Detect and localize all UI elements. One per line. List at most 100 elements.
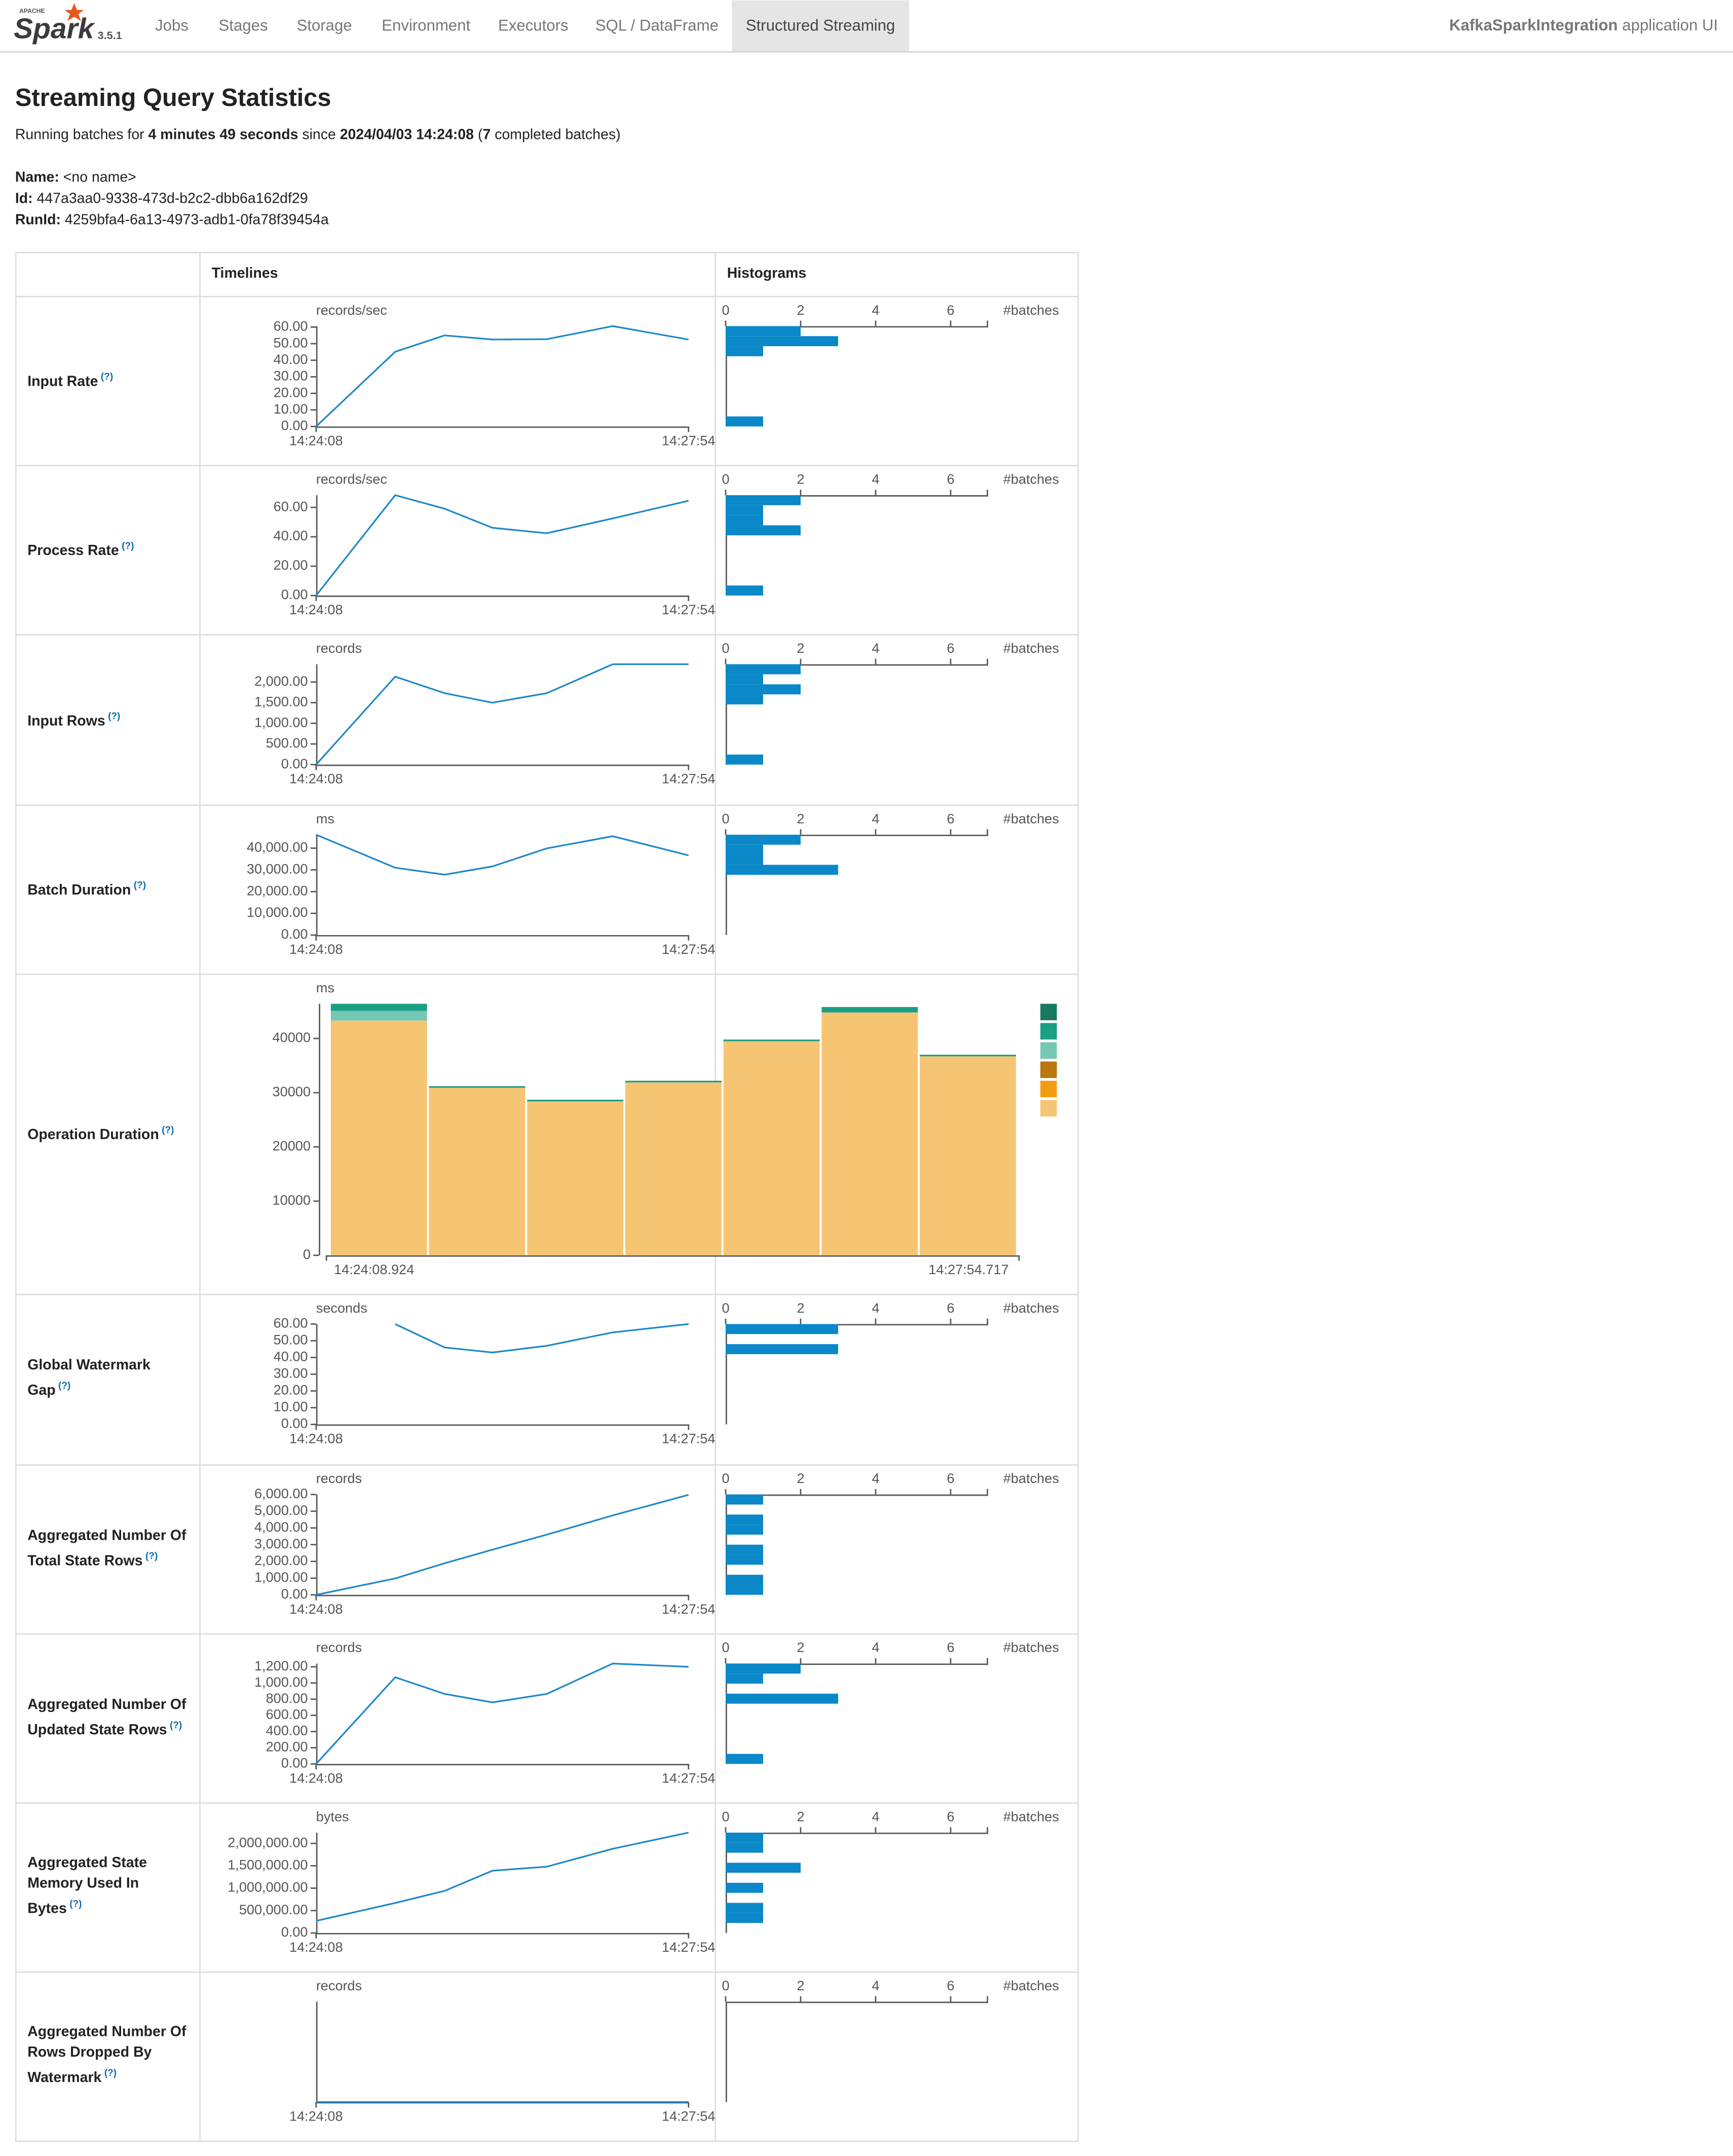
timeline-line xyxy=(395,1323,689,1354)
nav-tab[interactable]: Storage xyxy=(296,16,352,34)
help-icon[interactable]: (?) xyxy=(133,881,146,891)
x-tick-label: 14:27:54 xyxy=(662,602,715,617)
bar-segment xyxy=(527,1099,624,1102)
nav-tab[interactable]: Stages xyxy=(219,16,268,34)
metric-label-cell: Input Rows (?) xyxy=(21,634,194,804)
metric-label-cell: Batch Duration (?) xyxy=(21,804,194,974)
metric-name: Batch Duration xyxy=(27,882,131,899)
hist-x-label: #batches xyxy=(1003,1470,1059,1486)
metric-label-text: Aggregated State Memory Used In Bytes (?) xyxy=(27,1853,194,1920)
y-tick-label: 30.00 xyxy=(274,1365,308,1381)
x-tick-label: 14:24:08 xyxy=(289,2108,343,2124)
y-tick-label: 0.00 xyxy=(281,756,308,771)
info-value: 4259bfa4-6a13-4973-adb1-0fa78f39454a xyxy=(61,211,329,228)
help-icon[interactable]: (?) xyxy=(100,373,114,383)
metric-label-cell: Aggregated State Memory Used In Bytes (?) xyxy=(27,1853,194,1920)
hist-x-tick-label: 6 xyxy=(947,640,954,656)
summary-part: 7 xyxy=(482,126,491,142)
hist-bar xyxy=(726,1525,764,1535)
timeline-line xyxy=(316,834,689,876)
legend-swatch xyxy=(1040,1023,1057,1040)
y-tick-label: 20000 xyxy=(273,1138,311,1154)
y-axis-unit: ms xyxy=(316,980,334,995)
help-icon[interactable]: (?) xyxy=(145,1552,158,1562)
timeline-line xyxy=(315,325,689,427)
hist-bar xyxy=(726,1544,764,1555)
nav-tab[interactable]: Structured Streaming xyxy=(746,16,895,34)
y-tick-label: 0.00 xyxy=(281,1924,308,1940)
help-icon[interactable]: (?) xyxy=(169,1721,182,1731)
y-tick-label: 500,000.00 xyxy=(239,1902,308,1917)
y-tick-label: 40000 xyxy=(273,1029,311,1045)
summary: Running batches for 4 minutes 49 seconds… xyxy=(15,126,621,142)
metric-label-text: Input Rows (?) xyxy=(27,707,120,732)
y-axis-unit: records/sec xyxy=(316,471,387,487)
hist-x-tick-label: 6 xyxy=(947,1808,954,1824)
y-tick-label: 40.00 xyxy=(274,1349,308,1364)
metric-label-text: Batch Duration (?) xyxy=(27,876,146,902)
nav-tab[interactable]: Executors xyxy=(498,16,569,34)
metric-label-cell: Aggregated Number Of Total State Rows (?) xyxy=(27,1526,194,1572)
hist-bar xyxy=(726,495,801,505)
x-tick-label: 14:24:08 xyxy=(289,1770,343,1786)
y-axis-unit: seconds xyxy=(316,1300,367,1316)
metric-name: Aggregated Number Of Total State Rows xyxy=(27,1527,186,1569)
info-value: 447a3aa0-9338-473d-b2c2-dbb6a162df29 xyxy=(33,190,308,206)
y-tick-label: 0.00 xyxy=(281,1416,308,1431)
metric-name: Global Watermark Gap xyxy=(27,1357,150,1399)
y-tick-label: 0.00 xyxy=(281,926,308,942)
metric-label-cell: Global Watermark Gap (?) xyxy=(27,1357,150,1399)
legend-swatch xyxy=(1040,1100,1057,1117)
y-tick-label: 40.00 xyxy=(274,351,308,367)
table-border xyxy=(15,252,1079,2142)
hist-bar xyxy=(726,1913,764,1923)
y-tick-label: 30000 xyxy=(273,1084,311,1099)
hist-x-tick-label: 6 xyxy=(947,1300,954,1316)
app-name: KafkaSparkIntegration xyxy=(1449,16,1618,34)
help-icon[interactable]: (?) xyxy=(69,1900,82,1910)
metric-label: Input Rows (?) xyxy=(21,634,194,804)
metric-name: Operation Duration xyxy=(27,1127,159,1144)
metric-label: Process Rate (?) xyxy=(21,465,194,634)
timeline-line xyxy=(316,1832,689,1922)
bar-segment xyxy=(429,1086,525,1088)
y-tick-label: 1,200.00 xyxy=(254,1658,308,1674)
hist-x-label: #batches xyxy=(1003,1640,1059,1655)
hist-x-tick-label: 0 xyxy=(722,1978,729,1993)
nav-tab[interactable]: Jobs xyxy=(155,16,189,34)
help-icon[interactable]: (?) xyxy=(162,1126,174,1136)
hist-x-tick-label: 2 xyxy=(797,1470,804,1486)
x-tick-label: 14:24:08 xyxy=(289,432,343,448)
metric-label: Aggregated Number Of Rows Dropped By Wat… xyxy=(21,1972,194,2141)
y-tick-label: 40.00 xyxy=(274,528,308,543)
hist-x-tick-label: 0 xyxy=(722,1640,729,1655)
metric-label: Batch Duration (?) xyxy=(21,804,194,974)
summary-part: 4 minutes 49 seconds xyxy=(148,126,298,142)
query-info: Name: <no name> xyxy=(15,169,136,185)
help-icon[interactable]: (?) xyxy=(122,542,134,552)
hist-x-tick-label: 2 xyxy=(797,1808,804,1824)
metric-label-text: Aggregated Number Of Total State Rows (?) xyxy=(27,1526,194,1572)
y-axis-unit: records xyxy=(316,1978,362,1993)
nav-tab[interactable]: SQL / DataFrame xyxy=(595,16,719,34)
hist-bar xyxy=(726,585,764,596)
active-tab-bg xyxy=(732,0,910,52)
x-tick-label: 14:27:54 xyxy=(662,2108,715,2124)
metric-label-text: Input Rate (?) xyxy=(27,368,113,393)
hist-bar xyxy=(726,1554,764,1565)
column-header: Timelines xyxy=(212,265,278,281)
y-tick-label: 5,000.00 xyxy=(254,1502,308,1518)
help-icon[interactable]: (?) xyxy=(108,712,121,722)
bar-segment xyxy=(527,1101,624,1255)
help-icon[interactable]: (?) xyxy=(104,2069,117,2079)
column-header: Histograms xyxy=(727,265,807,281)
hist-x-tick-label: 4 xyxy=(872,1470,879,1486)
help-icon[interactable]: (?) xyxy=(58,1382,71,1392)
hist-x-tick-label: 2 xyxy=(797,1640,804,1655)
x-tick-label: 14:27:54 xyxy=(662,432,715,448)
hist-x-tick-label: 2 xyxy=(797,302,804,318)
nav-tab[interactable]: Environment xyxy=(382,16,470,34)
y-tick-label: 1,500,000.00 xyxy=(228,1857,308,1873)
metric-label-text: Operation Duration (?) xyxy=(27,1121,174,1146)
hist-bar xyxy=(726,674,764,685)
